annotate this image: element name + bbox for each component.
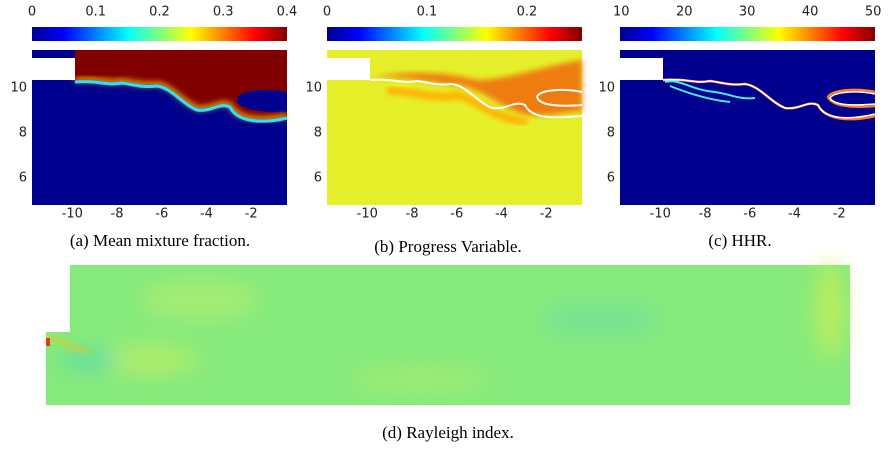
y-tick-label: 8 bbox=[19, 126, 27, 141]
field-d bbox=[45, 260, 850, 405]
y-tick-label: 6 bbox=[19, 171, 27, 186]
colorbar-tick-label: 0 bbox=[28, 5, 36, 20]
field-c bbox=[620, 50, 876, 205]
x-tick-label: -6 bbox=[450, 207, 463, 222]
y-tick-label: 6 bbox=[314, 171, 322, 186]
colorbar-tick-label: 10 bbox=[613, 5, 630, 20]
y-tick-label: 10 bbox=[10, 81, 27, 96]
x-tick-label: -2 bbox=[540, 207, 553, 222]
caption: (c) HHR. bbox=[708, 231, 771, 250]
x-tick-label: -8 bbox=[699, 207, 712, 222]
x-tick-label: -10 bbox=[62, 207, 83, 222]
colorbar-tick-label: 20 bbox=[676, 5, 693, 20]
caption: (b) Progress Variable. bbox=[374, 237, 521, 256]
x-tick-label: -4 bbox=[495, 207, 508, 222]
x-tick-label: -8 bbox=[406, 207, 419, 222]
x-tick-label: -6 bbox=[743, 207, 756, 222]
colorbar-tick-label: 50 bbox=[865, 5, 882, 20]
y-tick-label: 10 bbox=[598, 81, 615, 96]
y-tick-label: 10 bbox=[305, 81, 322, 96]
field-a bbox=[32, 50, 288, 205]
y-tick-label: 8 bbox=[607, 126, 615, 141]
x-tick-label: -4 bbox=[788, 207, 801, 222]
y-tick-label: 6 bbox=[607, 171, 615, 186]
colorbar bbox=[327, 27, 582, 41]
caption: (a) Mean mixture fraction. bbox=[70, 231, 250, 250]
colorbar-tick-label: 0 bbox=[323, 5, 331, 20]
colorbar-tick-label: 0.1 bbox=[417, 5, 438, 20]
y-tick-label: 8 bbox=[314, 126, 322, 141]
colorbar-tick-label: 0.4 bbox=[277, 5, 298, 20]
x-tick-label: -10 bbox=[650, 207, 671, 222]
x-tick-label: -2 bbox=[245, 207, 258, 222]
caption: (d) Rayleigh index. bbox=[382, 423, 514, 442]
colorbar-tick-label: 40 bbox=[802, 5, 819, 20]
colorbar-tick-label: 0.2 bbox=[517, 5, 538, 20]
colorbar bbox=[32, 27, 287, 41]
colorbar-tick-label: 0.3 bbox=[213, 5, 234, 20]
x-tick-label: -8 bbox=[111, 207, 124, 222]
x-tick-label: -4 bbox=[200, 207, 213, 222]
colorbar bbox=[620, 27, 875, 41]
field-b bbox=[327, 50, 583, 205]
x-tick-label: -6 bbox=[155, 207, 168, 222]
x-tick-label: -2 bbox=[833, 207, 846, 222]
x-tick-label: -10 bbox=[357, 207, 378, 222]
colorbar-tick-label: 0.1 bbox=[85, 5, 106, 20]
colorbar-tick-label: 30 bbox=[739, 5, 756, 20]
colorbar-tick-label: 0.2 bbox=[149, 5, 170, 20]
